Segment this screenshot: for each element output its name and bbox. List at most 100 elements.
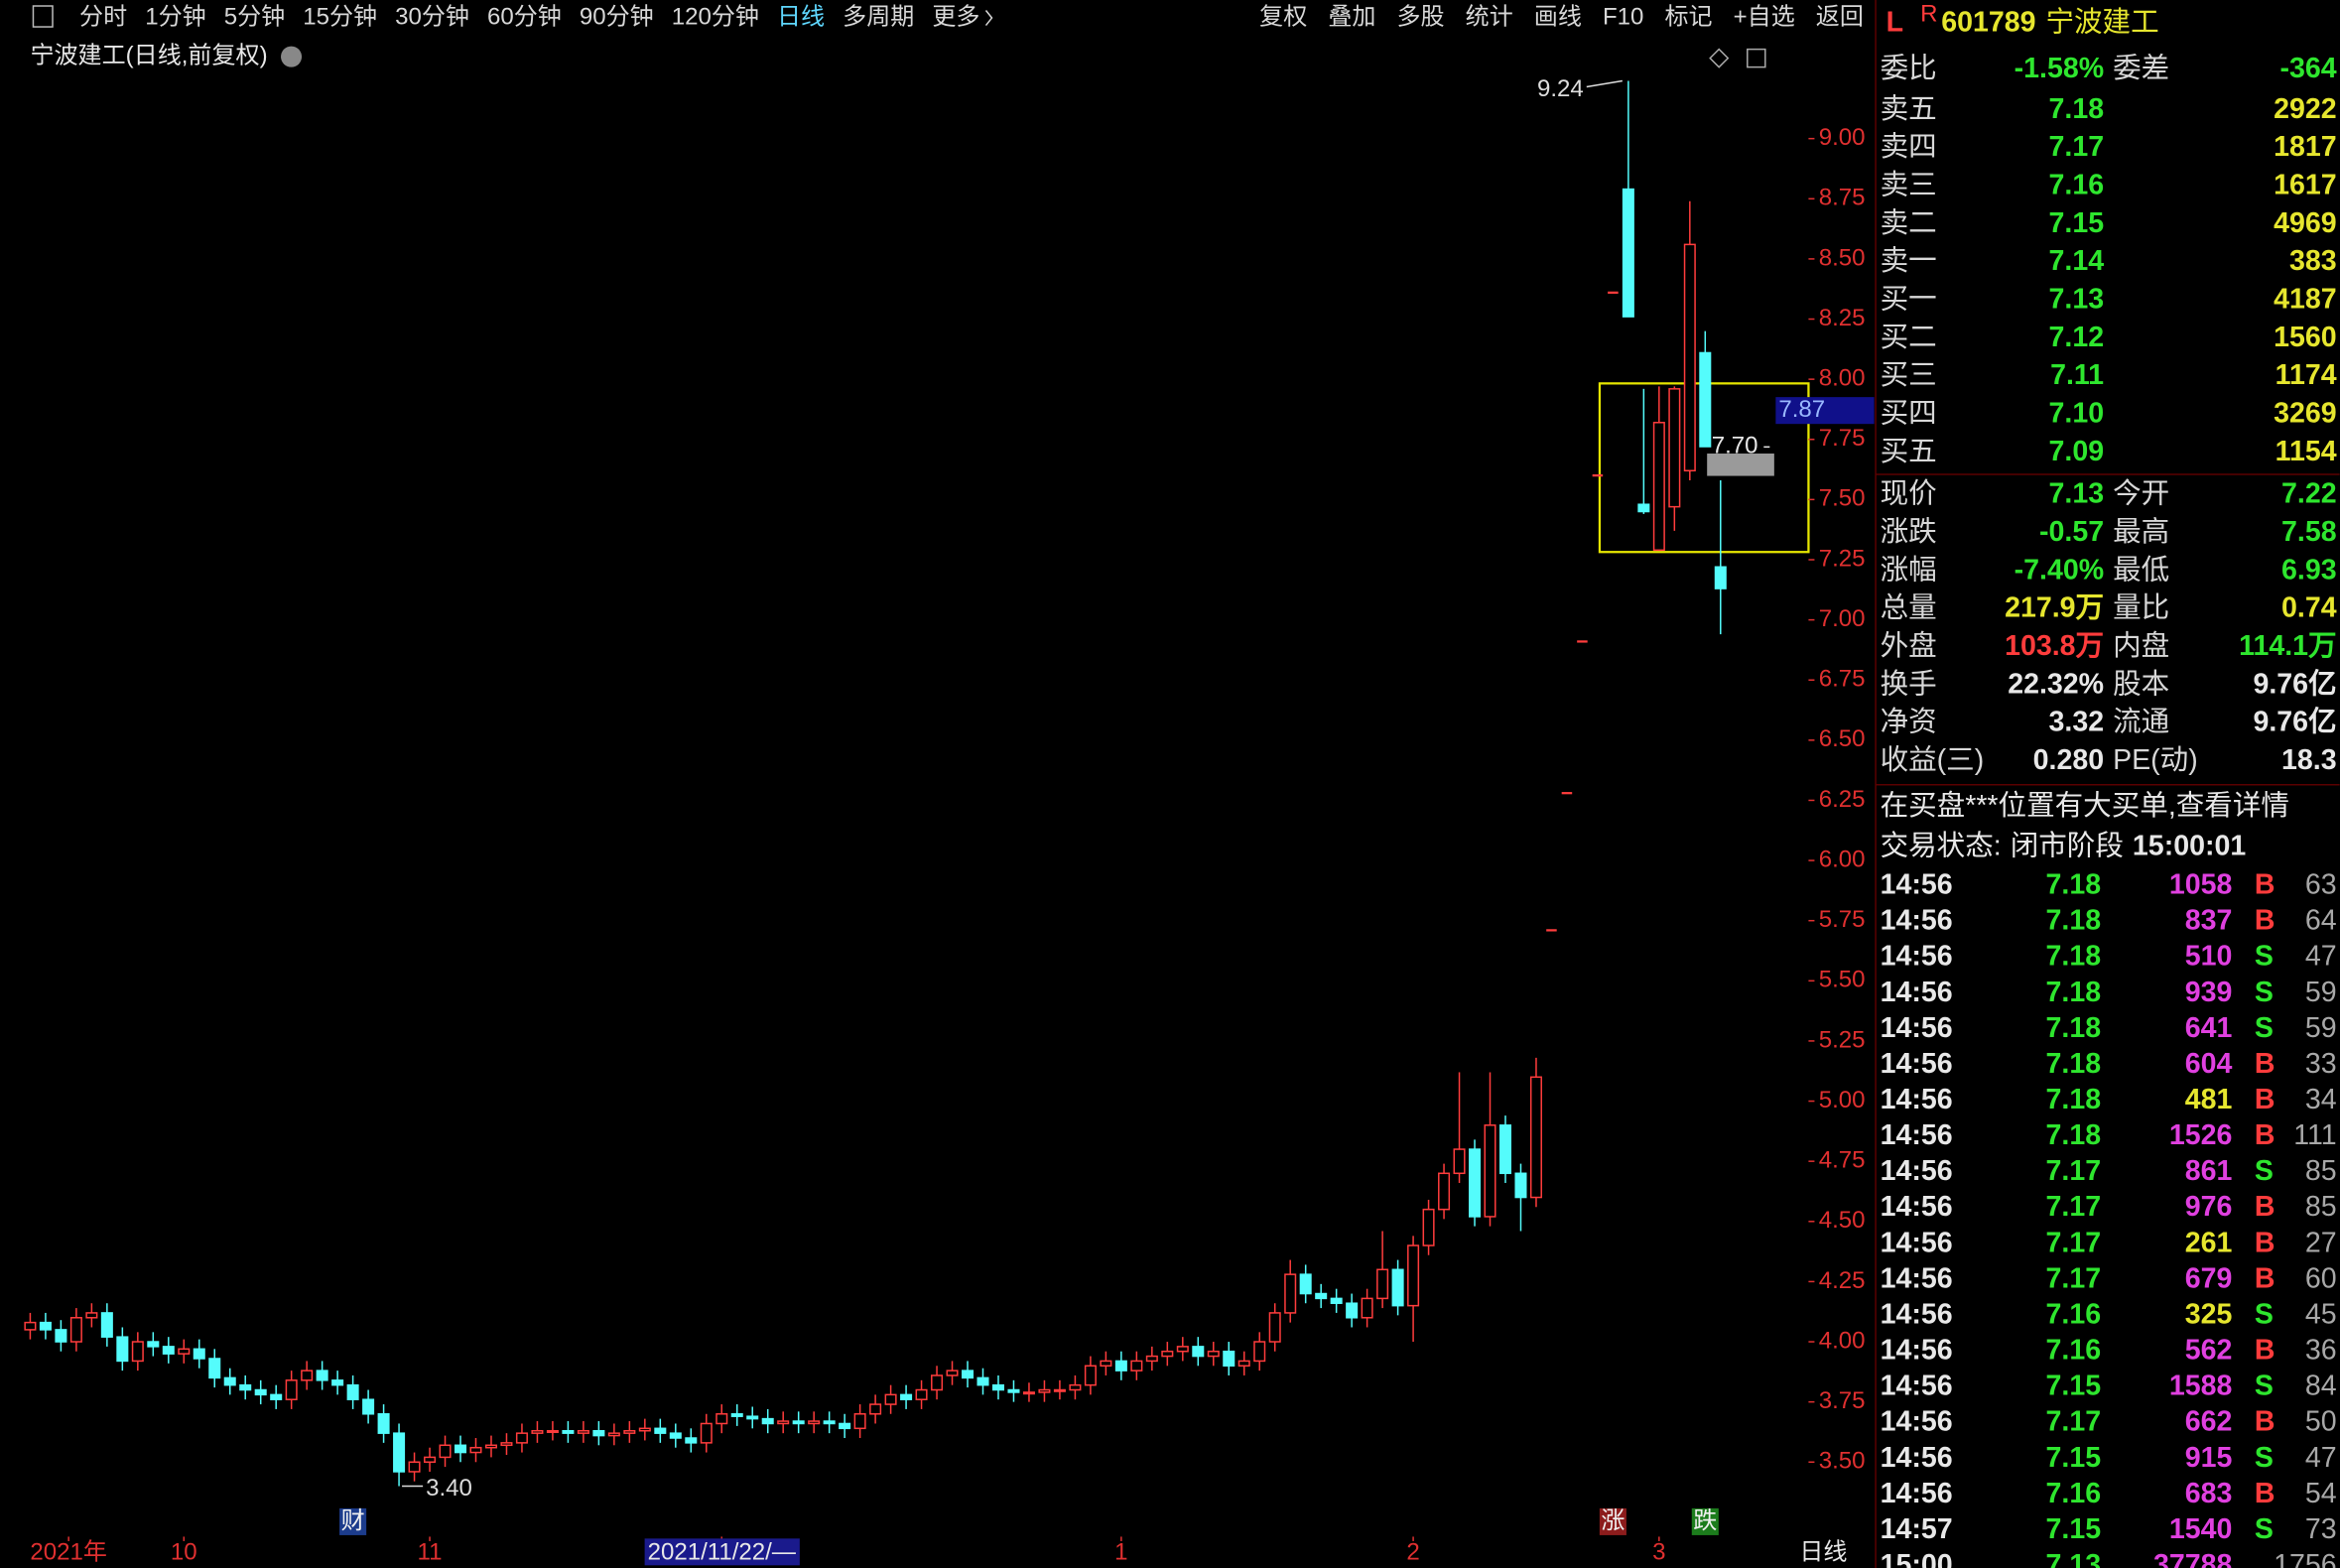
- tool-button[interactable]: F10: [1603, 3, 1643, 30]
- candle-body: [1484, 1124, 1496, 1218]
- tool-button[interactable]: 画线: [1534, 3, 1582, 30]
- book-label: 卖四: [1881, 131, 1937, 163]
- candle-body: [331, 1379, 344, 1386]
- event-marker[interactable]: 跌: [1693, 1507, 1717, 1534]
- trade-count: 33: [2305, 1048, 2337, 1080]
- candle-body: [1038, 1388, 1051, 1393]
- x-tick-label: 10: [171, 1538, 197, 1565]
- status-time: 15:00:01: [2133, 830, 2246, 861]
- candle-body: [1114, 1360, 1127, 1372]
- field-value: 0.74: [2281, 592, 2337, 624]
- candle-body: [931, 1374, 944, 1391]
- y-tick-label: 6.75: [1819, 666, 1866, 693]
- trade-time: 14:56: [1881, 941, 1953, 973]
- y-tick-label: 4.25: [1819, 1267, 1866, 1294]
- tool-button[interactable]: 返回: [1816, 3, 1864, 30]
- tool-button[interactable]: +自选: [1734, 3, 1795, 30]
- candle-body: [900, 1393, 913, 1400]
- candle-body: [1376, 1268, 1389, 1300]
- notice[interactable]: 在买盘***位置有大买单,查看详情: [1881, 790, 2289, 822]
- book-label: 买一: [1881, 283, 1937, 315]
- y-tick-label: 8.50: [1819, 244, 1866, 271]
- trade-volume: 604: [2185, 1048, 2233, 1080]
- trade-time: 14:56: [1881, 1371, 1953, 1402]
- period-tab[interactable]: 多周期: [843, 3, 914, 30]
- period-tab[interactable]: 120分钟: [672, 3, 759, 30]
- trade-count: 1756: [2274, 1549, 2337, 1568]
- candle-body: [715, 1413, 728, 1425]
- tool-button[interactable]: 统计: [1466, 3, 1513, 30]
- trade-time: 14:56: [1881, 1406, 1953, 1438]
- trade-volume: 481: [2185, 1084, 2233, 1115]
- period-tab[interactable]: 5分钟: [224, 3, 285, 30]
- candle-body: [1084, 1365, 1097, 1386]
- period-tab[interactable]: 1分钟: [145, 3, 205, 30]
- candle-body: [55, 1329, 67, 1343]
- book-label: 买五: [1881, 436, 1937, 467]
- x-tick-label: 2021年: [30, 1538, 107, 1565]
- status-label: 交易状态:: [1881, 830, 2002, 861]
- trade-count: 64: [2305, 905, 2337, 937]
- candle-body: [469, 1446, 482, 1454]
- tool-button[interactable]: 标记: [1664, 3, 1712, 30]
- period-tab[interactable]: 90分钟: [580, 3, 654, 30]
- candle-body: [884, 1393, 897, 1405]
- tool-button[interactable]: 叠加: [1328, 3, 1375, 30]
- book-price: 7.11: [2050, 359, 2104, 391]
- trade-volume: 510: [2185, 941, 2233, 973]
- period-tab[interactable]: 15分钟: [303, 3, 377, 30]
- trade-volume: 861: [2185, 1155, 2233, 1187]
- candle-body: [393, 1432, 406, 1473]
- field-value: 6.93: [2281, 554, 2337, 586]
- period-tab[interactable]: 日线: [777, 3, 825, 30]
- stock-name: 宁波建工: [2045, 7, 2158, 39]
- trade-time: 15:00: [1881, 1549, 1953, 1568]
- candle-body: [362, 1398, 375, 1415]
- field-value: 114.1万: [2239, 630, 2336, 662]
- field-label: 量比: [2113, 592, 2169, 624]
- trade-price: 7.18: [2046, 1048, 2102, 1080]
- candle-body: [1145, 1355, 1158, 1363]
- event-marker[interactable]: 涨: [1601, 1507, 1625, 1534]
- trade-volume: 976: [2185, 1191, 2233, 1223]
- book-price: 7.14: [2049, 245, 2105, 277]
- trade-side: B: [2255, 869, 2275, 901]
- field-label: PE(动): [2113, 744, 2198, 776]
- y-tick-label: 6.50: [1819, 725, 1866, 752]
- y-tick-label: 5.00: [1819, 1087, 1866, 1113]
- period-tab[interactable]: 分时: [79, 3, 127, 30]
- tool-button[interactable]: 复权: [1259, 3, 1307, 30]
- trade-side: B: [2255, 1262, 2275, 1294]
- chart-icons[interactable]: [1709, 48, 1766, 68]
- candle-body: [208, 1358, 221, 1379]
- candle-body: [638, 1427, 651, 1432]
- trade-side: S: [2255, 1012, 2274, 1044]
- trade-side: S: [2255, 1298, 2274, 1330]
- candle-body: [69, 1317, 82, 1343]
- event-marker[interactable]: 财: [341, 1507, 365, 1534]
- tool-button[interactable]: 多股: [1397, 3, 1445, 30]
- period-tab[interactable]: 60分钟: [487, 3, 562, 30]
- candle-body: [1022, 1391, 1035, 1395]
- trade-price: 7.17: [2046, 1155, 2102, 1187]
- book-label: 卖二: [1881, 207, 1937, 239]
- trade-price: 7.18: [2046, 905, 2102, 937]
- candle-body: [654, 1427, 667, 1434]
- candle-body: [1299, 1273, 1312, 1295]
- candle-body: [531, 1429, 544, 1434]
- trade-volume: 1058: [2169, 869, 2233, 901]
- trade-side: B: [2255, 1335, 2275, 1367]
- y-tick-label: 5.75: [1819, 906, 1866, 933]
- book-volume: 1560: [2274, 322, 2337, 353]
- x-tick-label: 1: [1114, 1538, 1127, 1565]
- trade-price: 7.17: [2046, 1191, 2102, 1223]
- trade-count: 60: [2305, 1262, 2337, 1294]
- title-menu[interactable]: [281, 46, 303, 67]
- candle-body: [607, 1432, 620, 1437]
- y-tick-label: 4.00: [1819, 1327, 1866, 1354]
- period-tab[interactable]: 30分钟: [395, 3, 469, 30]
- period-tab[interactable]: 更多: [932, 3, 979, 30]
- sidebar-toggle[interactable]: [32, 5, 54, 28]
- candle-body: [346, 1383, 359, 1400]
